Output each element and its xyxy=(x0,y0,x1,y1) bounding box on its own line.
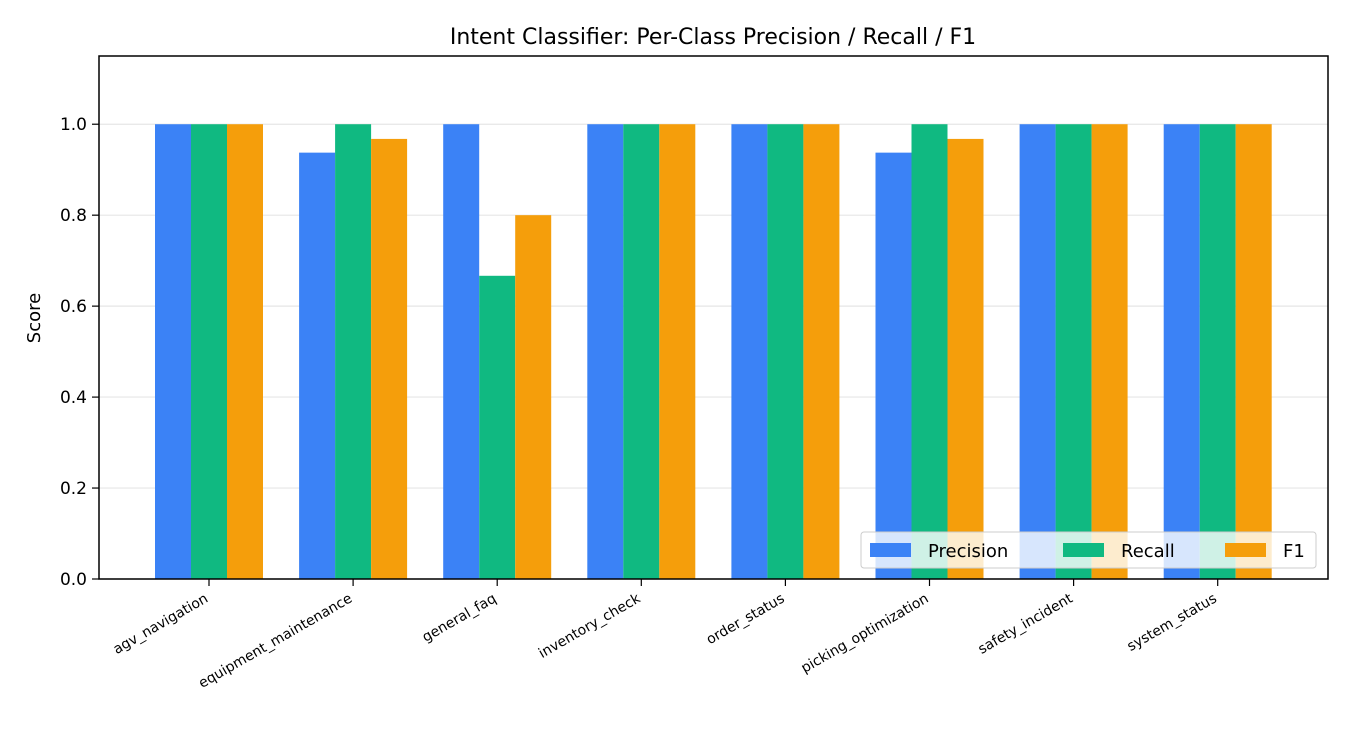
bar-f1-equipment_maintenance xyxy=(371,138,408,580)
bar-recall-order_status xyxy=(767,124,804,579)
x-tick-label: general_faq xyxy=(420,591,500,646)
bar-precision-safety_incident xyxy=(1019,124,1056,579)
chart-title: Intent Classifier: Per-Class Precision /… xyxy=(450,25,976,50)
x-tick-label: system_status xyxy=(1125,591,1220,655)
bar-precision-picking_optimization xyxy=(875,152,912,580)
bar-precision-equipment_maintenance xyxy=(299,152,336,580)
bar-f1-order_status xyxy=(803,124,840,579)
bar-recall-general_faq xyxy=(479,275,516,579)
bar-precision-system_status xyxy=(1163,124,1200,579)
bar-f1-picking_optimization xyxy=(947,138,984,580)
y-tick-label: 0.4 xyxy=(60,388,87,408)
x-tick-label: picking_optimization xyxy=(798,591,931,677)
bar-recall-picking_optimization xyxy=(911,124,948,579)
legend-swatch-precision xyxy=(870,543,911,557)
bar-f1-agv_navigation xyxy=(227,124,263,579)
legend-swatch-recall xyxy=(1063,543,1104,557)
bar-f1-general_faq xyxy=(515,215,552,579)
legend: Precision Recall F1 xyxy=(860,531,1317,569)
grid-lines xyxy=(99,123,1328,580)
y-tick-label: 0.8 xyxy=(60,206,87,226)
x-tick-label: equipment_maintenance xyxy=(196,591,355,692)
plot-frame xyxy=(98,55,1329,580)
bar-recall-inventory_check xyxy=(623,124,660,579)
y-tick-label: 0.2 xyxy=(60,479,87,499)
bar-recall-agv_navigation xyxy=(191,124,227,579)
x-tick-label: safety_incident xyxy=(975,590,1076,657)
bar-recall-system_status xyxy=(1199,124,1236,579)
y-tick-label: 1.0 xyxy=(60,115,87,135)
legend-label-f1: F1 xyxy=(1283,541,1305,562)
bars xyxy=(155,124,1272,580)
x-tick-label: inventory_check xyxy=(536,590,644,662)
legend-swatch-f1 xyxy=(1225,543,1266,557)
bar-recall-safety_incident xyxy=(1055,124,1092,579)
bar-precision-order_status xyxy=(731,124,768,579)
bar-f1-system_status xyxy=(1235,124,1272,579)
x-tick-label: agv_navigation xyxy=(111,591,211,658)
bar-precision-agv_navigation xyxy=(155,124,191,579)
bar-precision-inventory_check xyxy=(587,124,624,579)
y-tick-label: 0.0 xyxy=(60,570,87,590)
legend-label-precision: Precision xyxy=(928,541,1008,562)
bar-precision-general_faq xyxy=(443,124,480,579)
bar-recall-equipment_maintenance xyxy=(335,124,372,579)
x-tick-label: order_status xyxy=(704,591,788,649)
y-tick-label: 0.6 xyxy=(60,297,87,317)
bar-f1-inventory_check xyxy=(659,124,696,579)
bar-f1-safety_incident xyxy=(1091,124,1128,579)
legend-label-recall: Recall xyxy=(1121,541,1175,562)
y-axis-label: Score xyxy=(24,293,45,343)
